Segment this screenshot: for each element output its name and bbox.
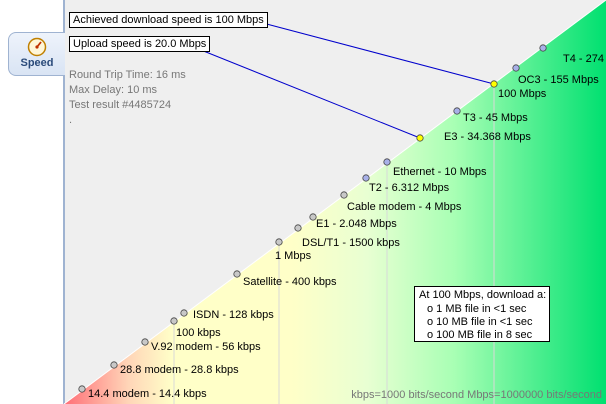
scale-marker: [170, 317, 178, 325]
scale-label: Ethernet - 10 Mbps: [393, 166, 487, 178]
download-time-box: At 100 Mbps, download a: o 1 MB file in …: [414, 286, 550, 342]
scale-label: Cable modem - 4 Mbps: [347, 201, 462, 213]
scale-marker: [294, 224, 302, 232]
scale-marker: [275, 238, 283, 246]
scale-label: V.92 modem - 56 kbps: [151, 341, 261, 353]
scale-marker: [180, 309, 188, 317]
gridlines: [173, 83, 495, 404]
scale-label: T4 - 274 Mbps: [563, 53, 606, 65]
download-box-item: o 100 MB file in 8 sec: [427, 329, 533, 341]
scale-marker: [490, 80, 498, 88]
scale-marker: [383, 158, 391, 166]
scale-marker: [416, 134, 424, 142]
scale-label: 28.8 modem - 28.8 kbps: [120, 364, 239, 376]
speed-tab[interactable]: Speed: [8, 32, 65, 76]
download-box-item: o 1 MB file in <1 sec: [427, 303, 527, 315]
callout-line: [200, 49, 421, 139]
scale-markers: [78, 44, 547, 393]
scale-marker: [78, 385, 86, 393]
round-trip-time: Round Trip Time: 16 ms: [69, 69, 186, 81]
units-footer: kbps=1000 bits/second Mbps=1000000 bits/…: [351, 389, 602, 401]
speed-tab-label: Speed: [20, 57, 54, 69]
test-result: Test result #4485724: [69, 99, 172, 111]
download-box-item: o 10 MB file in <1 sec: [427, 316, 533, 328]
scale-label: 100 kbps: [176, 327, 221, 339]
scale-marker: [453, 107, 461, 115]
scale-marker: [141, 338, 149, 346]
max-delay: Max Delay: 10 ms: [69, 84, 158, 96]
scale-marker: [512, 64, 520, 72]
scale-marker: [233, 270, 241, 278]
scale-label: E1 - 2.048 Mbps: [316, 218, 397, 230]
scale-label: E3 - 34.368 Mbps: [444, 131, 531, 143]
callout-line: [258, 21, 495, 85]
scale-marker: [362, 174, 370, 182]
scale-label: 14.4 modem - 14.4 kbps: [88, 388, 207, 400]
scale-marker: [110, 361, 118, 369]
scale-marker: [340, 191, 348, 199]
scale-label: 100 Mbps: [498, 88, 547, 100]
scale-label: 1 Mbps: [275, 250, 312, 262]
scale-marker: [309, 213, 317, 221]
upload-callout: Upload speed is 20.0 Mbps: [69, 36, 211, 52]
scale-label: DSL/T1 - 1500 kbps: [302, 237, 400, 249]
scale-labels: 14.4 modem - 14.4 kbps 28.8 modem - 28.8 …: [88, 53, 606, 400]
scale-label: T3 - 45 Mbps: [463, 112, 528, 124]
scale-label: OC3 - 155 Mbps: [518, 74, 599, 86]
callout-lines: [200, 21, 495, 139]
scale-label: ISDN - 128 kbps: [193, 309, 274, 321]
gauge-icon: [27, 37, 47, 57]
info-dot: .: [69, 114, 73, 126]
scale-label: T2 - 6.312 Mbps: [369, 182, 450, 194]
download-box-title: At 100 Mbps, download a:: [419, 289, 547, 301]
scale-label: Satellite - 400 kbps: [243, 276, 337, 288]
scale-marker: [539, 44, 547, 52]
download-callout: Achieved download speed is 100 Mbps: [69, 12, 268, 28]
